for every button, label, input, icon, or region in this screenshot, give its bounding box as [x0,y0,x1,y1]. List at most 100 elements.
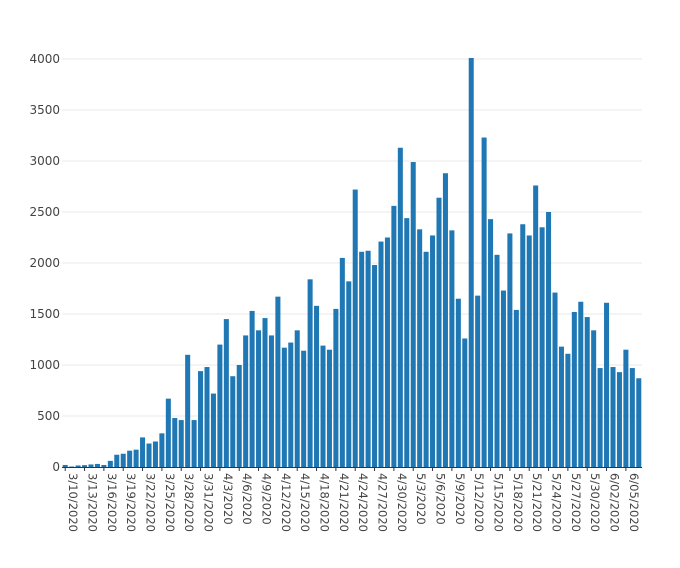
bar [236,365,242,467]
bar [597,368,603,467]
bar [423,251,429,467]
x-tick-label: 4/15/2020 [298,473,312,532]
bar [629,368,635,467]
x-tick-label: 5/9/2020 [453,473,467,525]
bar [320,345,326,467]
x-tick-label: 3/16/2020 [105,473,119,532]
bar [62,464,68,467]
bar [365,250,371,467]
x-tick-label: 4/30/2020 [395,473,409,532]
bar [468,57,474,467]
bar [249,310,255,467]
x-tick-label: 6/05/2020 [627,473,641,532]
bar [481,137,487,468]
bar [101,464,107,467]
bar [604,302,610,467]
bar [610,367,616,467]
bar [558,346,564,467]
bar [526,235,532,467]
bar [359,251,365,467]
y-tick-label: 4000 [29,52,60,66]
bar [539,227,545,467]
x-tick-label: 4/9/2020 [260,473,274,525]
bar [578,301,584,467]
bar [281,347,287,467]
bar [82,465,88,467]
bar [391,205,397,467]
bar [262,318,268,467]
bar [275,296,281,467]
x-tick-label: 5/18/2020 [511,473,525,532]
x-tick-label: 4/21/2020 [337,473,351,532]
bar [339,257,345,467]
bar [591,330,597,467]
x-tick-label: 3/13/2020 [86,473,100,532]
bar [223,319,229,467]
y-tick-label: 2500 [29,205,60,219]
bar [69,466,75,467]
bar [430,235,436,467]
bar [314,305,320,467]
bar [333,308,339,467]
x-tick-label: 5/21/2020 [530,473,544,532]
bar [417,229,423,467]
bar [346,281,352,467]
bar [288,342,294,467]
bar [552,292,558,467]
bar [520,224,526,467]
bar [307,279,313,467]
x-tick-label: 4/6/2020 [240,473,254,525]
bar [301,350,307,467]
bar [140,437,146,467]
bar [217,344,223,467]
bar [94,463,100,467]
x-tick-label: 5/3/2020 [414,473,428,525]
x-tick-label: 5/24/2020 [550,473,564,532]
x-tick-label: 4/12/2020 [279,473,293,532]
x-tick-label: 4/18/2020 [318,473,332,532]
bar [372,265,378,467]
bar [442,173,448,468]
bar [243,335,249,467]
bar [513,309,519,467]
y-axis-ticks: 0 500 1000 1500 2000 2500 3000 3500 4000 [29,52,60,474]
y-tick-label: 3000 [29,154,60,168]
x-tick-label: 4/3/2020 [221,473,235,525]
bar [268,335,274,467]
bar [114,454,120,467]
bar [152,441,158,467]
bar [185,354,191,467]
x-tick-label: 4/24/2020 [356,473,370,532]
bars [62,57,642,468]
bar [210,393,216,467]
x-tick-label: 3/19/2020 [124,473,138,532]
y-tick-label: 3500 [29,103,60,117]
x-tick-label: 5/15/2020 [492,473,506,532]
y-tick-label: 2000 [29,256,60,270]
x-tick-label: 3/10/2020 [66,473,80,532]
bar [436,197,442,467]
x-tick-label: 6/02/2020 [608,473,622,532]
bar [256,330,262,467]
x-tick-label: 3/22/2020 [144,473,158,532]
bar [133,449,139,467]
x-tick-label: 4/27/2020 [376,473,390,532]
bar [494,254,500,467]
bar [127,450,133,467]
bar [565,353,571,467]
bar [571,311,577,467]
bar [410,162,416,467]
bar [475,295,481,467]
bar [172,418,178,467]
bar [404,218,410,467]
x-tick-label: 5/30/2020 [588,473,602,532]
x-tick-label: 3/25/2020 [163,473,177,532]
x-axis-ticks: 3/10/2020 3/13/2020 3/16/2020 3/19/2020 3/22… [64,467,641,532]
bar [623,349,629,467]
bar [204,367,210,467]
bar [500,290,506,467]
bar [533,185,539,468]
bar [120,453,126,467]
bar [507,233,513,467]
bar [230,376,236,467]
